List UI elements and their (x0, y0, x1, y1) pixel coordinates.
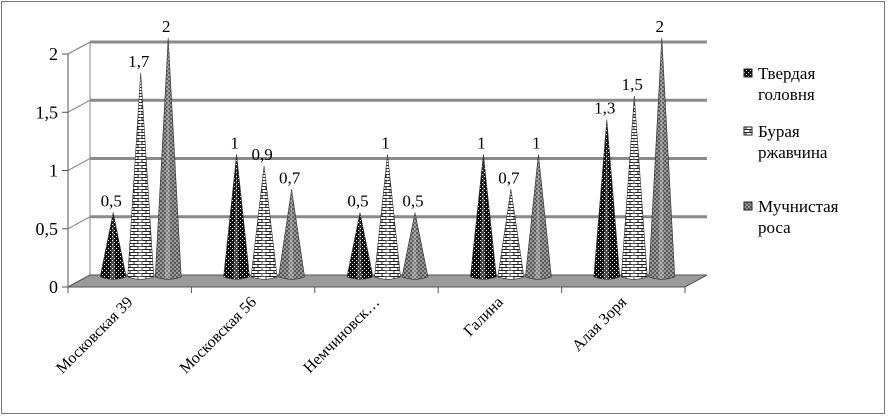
cone-highlight (137, 72, 143, 279)
cone-highlight (603, 119, 609, 279)
cone-highlight (480, 154, 486, 279)
data-label: 2 (162, 17, 171, 36)
cone-highlight (384, 154, 390, 279)
cone (525, 154, 552, 280)
x-category-label: Галина (461, 294, 507, 340)
legend-swatch (743, 126, 753, 136)
data-label: 1 (532, 133, 541, 152)
y-tick-label: 2 (49, 44, 58, 64)
cone-highlight (164, 37, 171, 279)
y-tick-label: 0,5 (36, 219, 59, 239)
data-label: 2 (656, 17, 665, 36)
cone-highlight (109, 212, 116, 279)
cone (154, 37, 182, 280)
gridline-side (67, 41, 91, 55)
cone (278, 189, 305, 280)
cone (127, 72, 155, 280)
data-label: 1,3 (594, 98, 615, 117)
cone (648, 37, 676, 280)
legend-label-line1: Бурая (758, 122, 800, 141)
x-axis: Московская 39 Московская 56 Немчиновск… Гал… (53, 286, 686, 377)
data-label: 0,5 (347, 192, 368, 211)
x-category-label: Московская 39 (53, 294, 136, 377)
x-category-label: Немчиновск… (300, 294, 383, 377)
cone-highlight (233, 154, 239, 279)
cone-highlight (631, 96, 637, 279)
cone-highlight (507, 189, 513, 279)
data-label: 1 (477, 133, 486, 152)
legend-swatch (743, 68, 753, 78)
legend-label-line1: Твердая (758, 64, 815, 83)
data-cones (99, 37, 676, 280)
data-labels: 0,5 1,7 2 1 0,9 0,7 0,5 1 0,5 1 0,7 1 1,3 1,5 2 (101, 17, 664, 211)
cone (620, 96, 648, 280)
cone (99, 212, 127, 280)
y-tick-label: 0 (49, 277, 58, 297)
cone-highlight (288, 189, 294, 279)
data-label: 1,5 (622, 75, 643, 94)
data-label: 0,5 (101, 192, 122, 211)
cone (593, 119, 621, 280)
data-label: 0,7 (279, 168, 301, 187)
data-label: 1 (230, 133, 239, 152)
cone-highlight (535, 154, 541, 279)
legend-label-line1: Мучнистая (758, 197, 839, 216)
legend-label-line2: роса (758, 218, 791, 237)
cone (497, 189, 525, 280)
cone-highlight (411, 212, 417, 279)
y-tick-label: 1 (49, 161, 58, 181)
cone (346, 212, 374, 280)
legend-label-line2: ржавчина (758, 143, 828, 162)
cone (401, 212, 429, 280)
cone-highlight (356, 212, 362, 279)
gridline-side (67, 216, 91, 230)
legend-swatch (743, 201, 753, 211)
y-tick-label: 1,5 (36, 102, 59, 122)
cone-highlight (658, 37, 664, 279)
y-axis: 0 0,5 1 1,5 2 (36, 44, 69, 297)
data-label: 1 (381, 133, 390, 152)
legend: Твердая головня Бурая ржавчина Мучнистая роса (743, 64, 839, 237)
cone-highlight (260, 165, 267, 279)
cone (250, 165, 278, 280)
data-label: 0,9 (251, 145, 272, 164)
legend-label-line2: головня (758, 85, 815, 104)
cone (223, 154, 250, 280)
x-category-label: Московская 56 (177, 294, 260, 377)
data-label: 1,7 (128, 52, 150, 71)
cone (374, 154, 401, 280)
gridline-side (67, 99, 91, 113)
gridline-side (67, 158, 91, 171)
cone (470, 154, 497, 280)
data-label: 0,5 (402, 192, 423, 211)
x-category-label: Алая Зоря (569, 293, 631, 355)
data-label: 0,7 (498, 168, 520, 187)
